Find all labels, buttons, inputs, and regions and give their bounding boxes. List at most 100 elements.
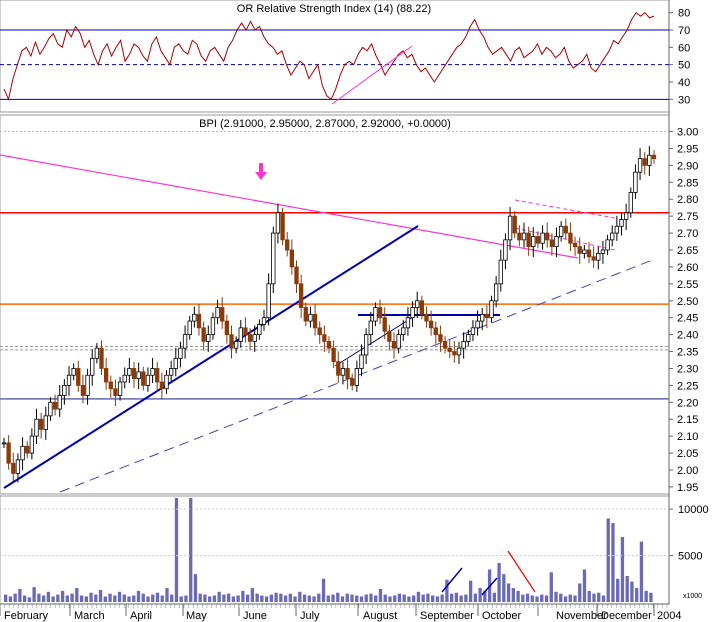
volume-bar [51, 596, 55, 602]
volume-bar [378, 589, 383, 602]
price-bar-body [442, 340, 448, 349]
price-bar-body [503, 239, 508, 261]
price-bar-body [628, 192, 633, 214]
price-bar-body [11, 462, 16, 474]
short-uptrend-line [334, 313, 419, 367]
price-title: BPI (2.91000, 2.95000, 2.87000, 2.92000,… [199, 118, 451, 130]
rsi-series [3, 11, 655, 105]
volume-bar [245, 594, 250, 602]
volume-bar [269, 594, 274, 602]
volume-bar [141, 593, 145, 602]
volume-bar [41, 595, 46, 602]
price-bar-body [159, 381, 165, 390]
price-tick-label: 2.25 [677, 380, 698, 392]
volume-bar [502, 574, 506, 602]
price-bar-body [43, 415, 48, 430]
price-bar-body [401, 327, 406, 336]
volume-bar [293, 596, 297, 602]
volume-bar [563, 596, 568, 602]
volume-bar [554, 591, 558, 602]
price-bar-body [447, 347, 452, 352]
price-bar-body [196, 313, 202, 329]
volume-bar [620, 537, 625, 602]
price-bar-body [517, 232, 522, 241]
volume-bar [321, 578, 326, 602]
volume-bar [179, 596, 183, 602]
volume-bar [592, 593, 596, 602]
price-bar-body [568, 232, 573, 244]
volume-bar [274, 592, 278, 602]
volume-bar [431, 595, 435, 602]
price-bar-body [549, 239, 555, 248]
price-bar-body [651, 154, 657, 160]
price-bar-body [243, 327, 248, 336]
time-axis-label: August [363, 610, 397, 622]
price-bar-body [600, 249, 606, 254]
price-bar-body [85, 374, 90, 396]
price-bar-body [359, 354, 364, 369]
volume-bar [630, 581, 634, 602]
volume-bar [60, 590, 65, 602]
price-bar-body [182, 334, 188, 349]
price-bar-body [99, 347, 104, 369]
rsi-tick-label: 40 [678, 77, 690, 89]
volume-bar [421, 594, 425, 602]
volume-bar [165, 588, 169, 602]
price-bar-body [387, 330, 392, 342]
price-bar-body [266, 283, 271, 319]
time-axis-label: March [74, 610, 105, 622]
volume-bar [212, 595, 217, 602]
volume-bar [79, 595, 84, 602]
price-bar-body [215, 307, 220, 319]
volume-bar [402, 594, 406, 602]
volume-bar [174, 498, 179, 602]
time-axis-label: July [300, 610, 320, 622]
volume-bar [122, 594, 126, 602]
price-bar-body [90, 357, 95, 376]
time-axis-label: December [601, 610, 652, 622]
volume-bar [127, 596, 131, 602]
price-bar-body [610, 232, 615, 241]
volume-bar [84, 596, 88, 602]
price-bar-body [312, 313, 318, 329]
volume-bar [364, 594, 368, 602]
price-bar-body [350, 378, 355, 386]
price-bar-body [405, 317, 411, 329]
price-bar-body [76, 368, 81, 386]
rsi-panel [0, 0, 670, 113]
price-tick-label: 2.75 [677, 211, 698, 223]
price-bar-body [257, 324, 262, 336]
price-bar-body [164, 374, 169, 390]
price-bar-body [136, 371, 141, 380]
price-bar-body [192, 313, 197, 322]
price-bar-body [25, 445, 30, 454]
price-bar-body [633, 171, 638, 193]
volume-bar [27, 597, 32, 602]
volume-bar [198, 593, 202, 602]
volume-bar [331, 594, 335, 602]
volume-bar [582, 569, 587, 602]
volume-bar [412, 595, 416, 602]
volume-bar [393, 595, 397, 602]
price-bar-body [52, 401, 58, 410]
volume-bar [521, 594, 525, 602]
price-bar-body [596, 252, 601, 261]
price-bar-body [452, 351, 457, 356]
price-horizontal-lines [0, 212, 669, 400]
price-bar-body [187, 320, 192, 336]
volume-bar [184, 595, 188, 602]
volume-bar [8, 596, 13, 602]
volume-bar [578, 583, 582, 602]
price-bar-body [475, 320, 480, 329]
volume-bar [369, 593, 373, 602]
price-bar-body [493, 283, 499, 302]
volume-bar [525, 593, 530, 602]
volume-bar [70, 593, 74, 602]
volume-bar [222, 594, 226, 602]
rsi-trendline [331, 45, 413, 105]
price-bar-body [122, 374, 127, 383]
volume-unit-label: x1000 [683, 593, 702, 600]
volume-tick-label: 5000 [678, 551, 702, 563]
price-bar-body [261, 317, 267, 325]
volume-bar [18, 589, 22, 602]
